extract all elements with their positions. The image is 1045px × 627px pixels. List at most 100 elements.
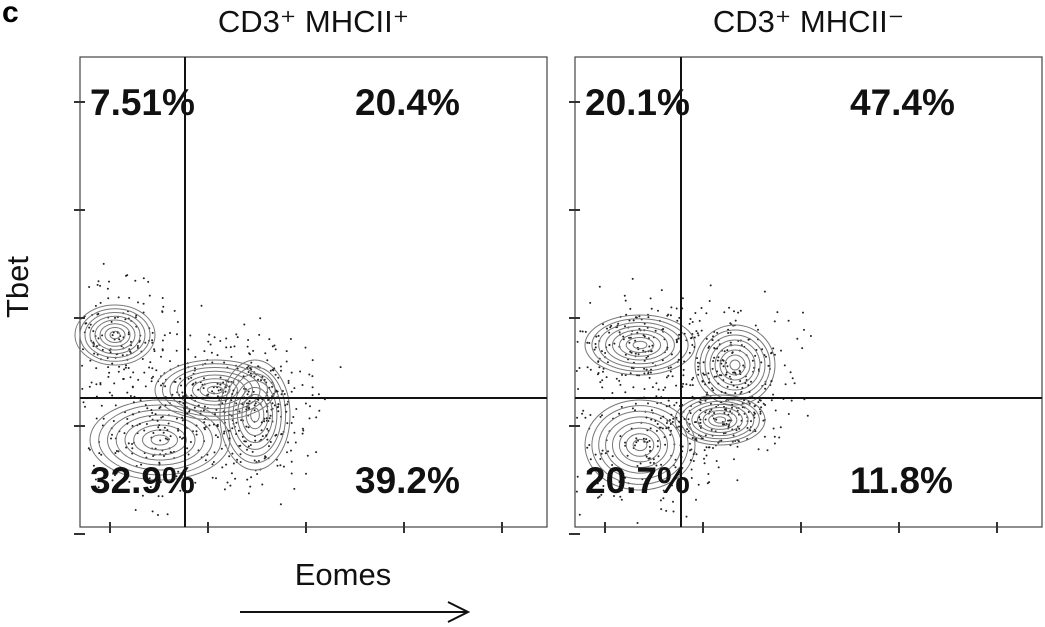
event-dot <box>589 414 592 416</box>
event-dot <box>728 375 731 378</box>
event-dot <box>759 412 762 415</box>
event-dot <box>699 421 702 424</box>
contour-line <box>154 359 276 421</box>
event-dot <box>624 391 627 394</box>
event-dot <box>648 376 651 379</box>
event-dot <box>261 483 264 486</box>
event-dot <box>308 417 311 420</box>
event-dot <box>125 364 127 367</box>
event-dot <box>89 323 92 326</box>
event-dot <box>776 311 779 314</box>
event-dot <box>114 474 116 477</box>
event-dot <box>723 423 726 426</box>
event-dot <box>586 366 589 369</box>
event-dot <box>710 408 713 411</box>
event-dot <box>271 402 274 405</box>
event-dot <box>734 392 737 395</box>
event-dot <box>602 367 605 370</box>
quadrant-percent: 20.4% <box>355 82 460 123</box>
panel-label: c <box>2 0 19 29</box>
event-dot <box>95 367 98 370</box>
contour-line <box>612 422 668 468</box>
event-dot <box>651 386 654 389</box>
event-dot <box>279 503 282 506</box>
event-dot <box>129 395 132 397</box>
event-dot <box>712 447 714 449</box>
event-dot <box>783 364 786 367</box>
contour-line <box>241 393 269 437</box>
contour-line <box>625 433 655 457</box>
event-dot <box>82 401 85 404</box>
event-dot <box>597 372 600 374</box>
event-dot <box>657 388 660 391</box>
event-dot <box>597 334 600 337</box>
event-dot <box>694 312 697 314</box>
event-dot <box>671 375 674 378</box>
event-dot <box>780 349 782 352</box>
event-dot <box>674 466 677 469</box>
event-dot <box>149 486 152 488</box>
event-dot <box>606 361 609 364</box>
event-dot <box>628 336 631 339</box>
event-dot <box>243 440 246 443</box>
event-dot <box>151 510 154 513</box>
event-dot <box>730 381 733 384</box>
event-dot <box>285 360 288 363</box>
contour-line <box>177 370 253 410</box>
event-dot <box>754 324 757 327</box>
event-dot <box>155 369 158 372</box>
event-dot <box>144 341 147 344</box>
contour-line <box>109 330 121 340</box>
event-dot <box>751 359 754 362</box>
event-dot <box>181 419 184 422</box>
event-dot <box>97 280 100 283</box>
event-dot <box>272 369 275 372</box>
event-dot <box>246 366 249 369</box>
event-dot <box>221 402 224 405</box>
event-dot <box>244 440 247 443</box>
event-dot <box>202 409 205 412</box>
event-dot <box>128 480 131 483</box>
event-dot <box>266 359 269 362</box>
event-dot <box>671 484 673 487</box>
event-dot <box>152 455 155 457</box>
event-dot <box>613 342 616 345</box>
event-dot <box>648 345 651 348</box>
event-dot <box>253 459 256 462</box>
event-dot <box>111 394 114 397</box>
event-dot <box>230 355 233 358</box>
event-dot <box>263 420 266 423</box>
event-dot <box>656 423 659 425</box>
event-dot <box>175 475 178 478</box>
event-dot <box>722 432 725 435</box>
event-dot <box>84 322 87 325</box>
event-dot <box>647 371 650 374</box>
contour-line <box>124 419 196 461</box>
event-dot <box>632 367 635 370</box>
event-dot <box>793 382 796 385</box>
event-dot <box>274 434 277 437</box>
event-dot <box>246 478 249 481</box>
event-dot <box>124 366 127 369</box>
event-dot <box>194 381 197 384</box>
contour-line <box>729 359 741 371</box>
x-axis-label: Eomes <box>295 557 391 592</box>
event-dot <box>700 307 703 309</box>
event-dot <box>736 386 739 389</box>
event-dot <box>97 486 100 489</box>
event-dot <box>669 370 672 373</box>
event-dot <box>167 422 170 425</box>
event-dot <box>203 377 205 380</box>
event-dot <box>239 453 242 456</box>
event-dot <box>134 279 137 282</box>
event-dot <box>108 280 110 283</box>
event-dot <box>621 373 623 376</box>
event-dot <box>162 305 165 308</box>
event-dot <box>252 390 255 393</box>
event-dot <box>601 379 604 382</box>
event-dot <box>339 366 342 369</box>
event-dot <box>97 337 100 340</box>
event-dot <box>594 343 597 345</box>
event-dot <box>166 438 169 441</box>
